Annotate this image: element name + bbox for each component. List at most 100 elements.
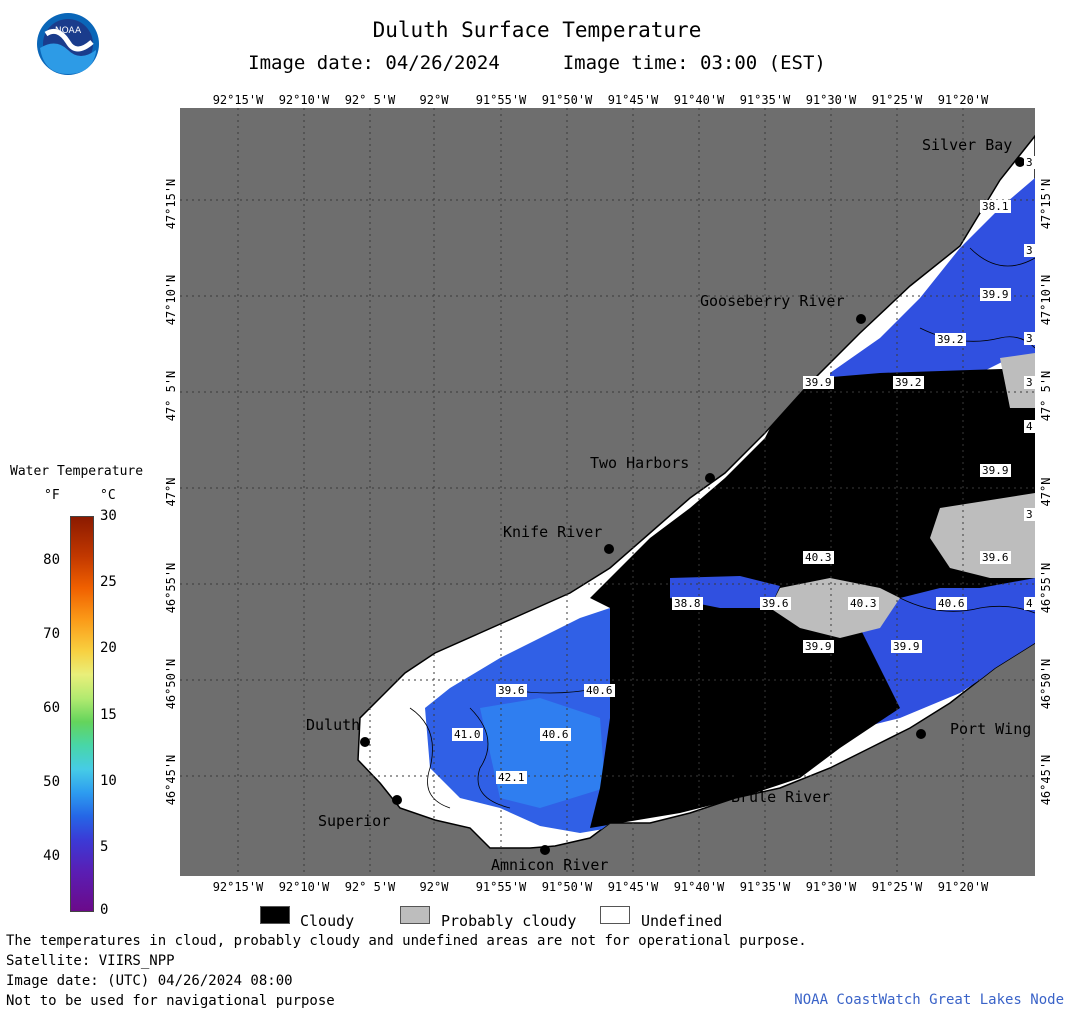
lon-label: 92°W bbox=[419, 93, 449, 107]
lat-label: 47° 5'N bbox=[164, 370, 178, 422]
temp-label: 40.3 bbox=[848, 597, 879, 610]
image-date-utc: Image date: (UTC) 04/26/2024 08:00 bbox=[6, 973, 293, 989]
lon-label: 91°55'W bbox=[475, 93, 527, 107]
lon-label: 91°20'W bbox=[937, 93, 989, 107]
tick-c: 25 bbox=[100, 574, 117, 590]
temperature-colorbar bbox=[70, 516, 94, 912]
water-ne bbox=[830, 178, 1035, 388]
lat-label: 47°N bbox=[164, 477, 178, 507]
lon-label: 92°10'W bbox=[278, 93, 330, 107]
tick-c: 15 bbox=[100, 707, 117, 723]
logo-text: NOAA bbox=[55, 26, 82, 36]
temp-label: 39.6 bbox=[760, 597, 791, 610]
cloudy-swatch bbox=[260, 906, 290, 924]
lat-label: 46°55'N bbox=[164, 562, 178, 614]
lon-label: 91°50'W bbox=[541, 880, 593, 894]
temp-label-edge: 3 bbox=[1024, 376, 1035, 389]
lon-label: 91°35'W bbox=[739, 880, 791, 894]
tick-f: 40 bbox=[43, 848, 60, 864]
lon-label: 91°20'W bbox=[937, 880, 989, 894]
temp-label-edge: 3 bbox=[1024, 332, 1035, 345]
lon-label: 91°40'W bbox=[673, 93, 725, 107]
image-date-time: Image date: 04/26/2024 Image time: 03:00… bbox=[0, 52, 1074, 74]
legend-title: Water Temperature bbox=[10, 464, 144, 479]
temp-label: 38.1 bbox=[980, 200, 1011, 213]
place-knife-river: Knife River bbox=[503, 523, 603, 541]
place-superior: Superior bbox=[318, 812, 391, 830]
lon-label: 91°25'W bbox=[871, 880, 923, 894]
temp-label: 40.6 bbox=[584, 684, 615, 697]
tick-c: 20 bbox=[100, 640, 117, 656]
lon-label: 92°W bbox=[419, 880, 449, 894]
tick-c: 10 bbox=[100, 773, 117, 789]
temp-label-edge: 3 bbox=[1024, 244, 1035, 257]
temp-label: 40.6 bbox=[936, 597, 967, 610]
graticule bbox=[180, 108, 1035, 876]
lat-label: 46°45'N bbox=[164, 754, 178, 806]
lon-label: 91°45'W bbox=[607, 880, 659, 894]
lat-label: 46°50'N bbox=[1039, 658, 1053, 710]
credit-link[interactable]: NOAA CoastWatch Great Lakes Node bbox=[794, 992, 1064, 1008]
temp-label: 39.6 bbox=[496, 684, 527, 697]
temp-label: 39.9 bbox=[803, 376, 834, 389]
undefined-swatch bbox=[600, 906, 630, 924]
probably-cloudy-label: Probably cloudy bbox=[441, 912, 577, 930]
tick-f: 60 bbox=[43, 700, 60, 716]
temp-label: 40.3 bbox=[803, 551, 834, 564]
place-two-harbors: Two Harbors bbox=[590, 454, 690, 472]
page-title: Duluth Surface Temperature bbox=[372, 18, 702, 42]
lat-label: 47°10'N bbox=[1039, 274, 1053, 326]
tick-c: 0 bbox=[100, 902, 109, 918]
temp-label: 39.2 bbox=[893, 376, 924, 389]
unit-celsius: °C bbox=[100, 488, 116, 503]
water-west-warm bbox=[480, 698, 605, 808]
probably-cloudy-patch bbox=[770, 578, 900, 638]
lon-label: 92°10'W bbox=[278, 880, 330, 894]
lon-label: 91°55'W bbox=[475, 880, 527, 894]
lat-label: 47°15'N bbox=[1039, 178, 1053, 230]
noaa-logo-icon: NOAA bbox=[37, 13, 99, 75]
temp-label: 39.9 bbox=[891, 640, 922, 653]
probably-cloudy-patch bbox=[1000, 353, 1035, 408]
temp-label-edge: 3 bbox=[1024, 156, 1035, 169]
lat-label: 47° 5'N bbox=[1039, 370, 1053, 422]
lat-label: 46°55'N bbox=[1039, 562, 1053, 614]
noaa-logo: NOAA bbox=[36, 12, 100, 76]
lat-label: 47°15'N bbox=[164, 178, 178, 230]
satellite-info: Satellite: VIIRS_NPP bbox=[6, 953, 175, 969]
lon-label: 92°15'W bbox=[212, 880, 264, 894]
temp-label: 39.2 bbox=[935, 333, 966, 346]
temp-label: 39.9 bbox=[803, 640, 834, 653]
temp-label: 40.6 bbox=[540, 728, 571, 741]
lake-regions bbox=[409, 178, 1035, 833]
temp-label-edge: 4 bbox=[1024, 597, 1035, 610]
place-markers bbox=[360, 157, 1025, 855]
lon-label: 91°45'W bbox=[607, 93, 659, 107]
navigation-warning: Not to be used for navigational purpose bbox=[6, 993, 335, 1009]
temp-label: 38.8 bbox=[672, 597, 703, 610]
temp-label: 39.6 bbox=[980, 551, 1011, 564]
place-silver-bay: Silver Bay bbox=[922, 136, 1013, 154]
lon-label: 91°30'W bbox=[805, 880, 857, 894]
image-date: Image date: 04/26/2024 bbox=[248, 52, 500, 74]
unit-fahrenheit: °F bbox=[44, 488, 60, 503]
lon-label: 91°50'W bbox=[541, 93, 593, 107]
place-amnicon-river: Amnicon River bbox=[491, 856, 609, 874]
place-gooseberry-river: Gooseberry River bbox=[700, 292, 845, 310]
lon-label: 92° 5'W bbox=[344, 93, 396, 107]
probably-cloudy-swatch bbox=[400, 906, 430, 924]
lat-label: 46°50'N bbox=[164, 658, 178, 710]
place-brule-river: Brule River bbox=[731, 788, 831, 806]
cloudy-label: Cloudy bbox=[300, 912, 355, 930]
place-port-wing: Port Wing bbox=[950, 720, 1032, 738]
lon-label: 92° 5'W bbox=[344, 880, 396, 894]
temp-label-edge: 4 bbox=[1024, 420, 1035, 433]
temp-label: 39.9 bbox=[980, 288, 1011, 301]
lon-label: 91°25'W bbox=[871, 93, 923, 107]
lon-label: 91°40'W bbox=[673, 880, 725, 894]
disclaimer-note: The temperatures in cloud, probably clou… bbox=[6, 933, 807, 949]
temp-label-edge: 3 bbox=[1024, 508, 1035, 521]
temp-label: 39.9 bbox=[980, 464, 1011, 477]
temp-label: 41.0 bbox=[452, 728, 483, 741]
undefined-label: Undefined bbox=[641, 912, 723, 930]
